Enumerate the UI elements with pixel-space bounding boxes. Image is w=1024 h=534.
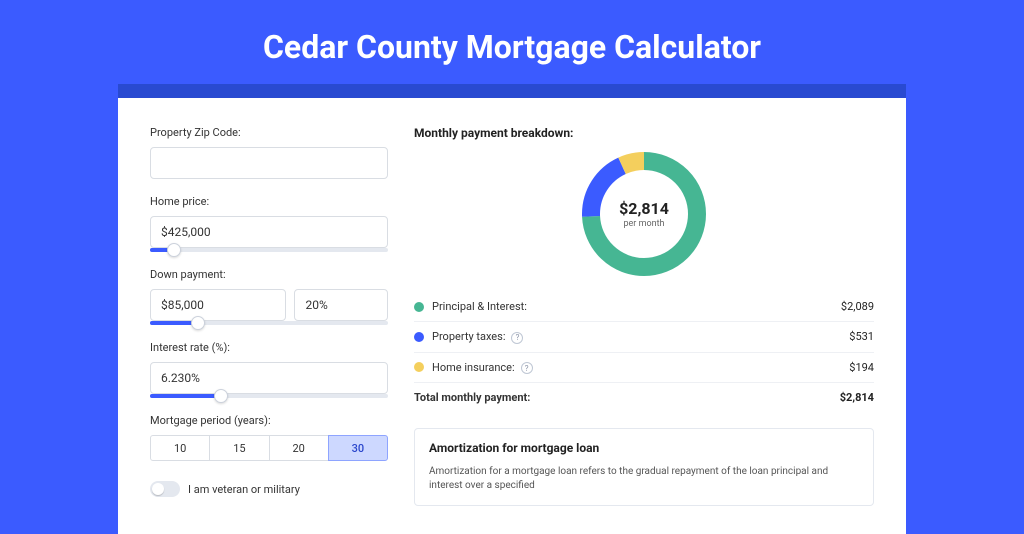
- legend-label: Property taxes:?: [432, 330, 849, 344]
- toggle-knob: [152, 483, 164, 495]
- price-field-group: Home price:: [150, 195, 388, 252]
- legend-value: $194: [849, 361, 874, 374]
- legend-value: $531: [849, 330, 874, 343]
- down-percent-input[interactable]: [294, 289, 388, 321]
- donut-chart: $2,814 per month: [582, 152, 706, 276]
- period-btn-15[interactable]: 15: [209, 435, 269, 461]
- breakdown-title: Monthly payment breakdown:: [414, 126, 874, 140]
- info-icon[interactable]: ?: [511, 332, 523, 344]
- price-slider-thumb[interactable]: [167, 243, 181, 257]
- rate-field-group: Interest rate (%):: [150, 341, 388, 398]
- period-buttons: 10152030: [150, 435, 388, 461]
- legend-dot-icon: [414, 362, 424, 372]
- price-label: Home price:: [150, 195, 388, 208]
- rate-label: Interest rate (%):: [150, 341, 388, 354]
- legend-dot-icon: [414, 302, 424, 312]
- zip-field-group: Property Zip Code:: [150, 126, 388, 179]
- veteran-toggle[interactable]: [150, 481, 180, 497]
- page-title: Cedar County Mortgage Calculator: [0, 0, 1024, 84]
- legend-label: Principal & Interest:: [432, 300, 841, 313]
- legend-value: $2,089: [841, 300, 874, 313]
- period-btn-10[interactable]: 10: [150, 435, 210, 461]
- inputs-panel: Property Zip Code: Home price: Down paym…: [150, 126, 388, 506]
- amortization-section: Amortization for mortgage loan Amortizat…: [414, 428, 874, 506]
- amortization-title: Amortization for mortgage loan: [429, 441, 859, 455]
- legend-list: Principal & Interest:$2,089Property taxe…: [414, 292, 874, 412]
- zip-input[interactable]: [150, 147, 388, 179]
- amortization-text: Amortization for a mortgage loan refers …: [429, 465, 859, 493]
- down-label: Down payment:: [150, 268, 388, 281]
- period-btn-20[interactable]: 20: [269, 435, 329, 461]
- legend-dot-icon: [414, 332, 424, 342]
- down-field-group: Down payment:: [150, 268, 388, 325]
- donut-center-value: $2,814: [619, 199, 669, 218]
- legend-total-value: $2,814: [840, 391, 874, 404]
- info-icon[interactable]: ?: [521, 362, 533, 374]
- donut-chart-wrap: $2,814 per month: [414, 152, 874, 276]
- veteran-label: I am veteran or military: [188, 483, 300, 496]
- price-input[interactable]: [150, 216, 388, 248]
- period-field-group: Mortgage period (years): 10152030: [150, 414, 388, 461]
- down-amount-input[interactable]: [150, 289, 286, 321]
- price-slider[interactable]: [150, 248, 388, 252]
- donut-center: $2,814 per month: [582, 152, 706, 276]
- down-slider-thumb[interactable]: [191, 316, 205, 330]
- legend-total-label: Total monthly payment:: [414, 391, 840, 404]
- period-label: Mortgage period (years):: [150, 414, 388, 427]
- legend-item-pi: Principal & Interest:$2,089: [414, 292, 874, 321]
- veteran-row: I am veteran or military: [150, 481, 388, 497]
- rate-slider-thumb[interactable]: [214, 389, 228, 403]
- legend-item-tax: Property taxes:?$531: [414, 321, 874, 352]
- donut-center-sub: per month: [623, 219, 664, 229]
- rate-input[interactable]: [150, 362, 388, 394]
- calculator-card: Property Zip Code: Home price: Down paym…: [118, 98, 906, 534]
- legend-total: Total monthly payment:$2,814: [414, 382, 874, 412]
- card-outer: Property Zip Code: Home price: Down paym…: [118, 84, 906, 534]
- zip-label: Property Zip Code:: [150, 126, 388, 139]
- down-slider[interactable]: [150, 321, 388, 325]
- legend-label: Home insurance:?: [432, 361, 849, 375]
- period-btn-30[interactable]: 30: [328, 435, 388, 461]
- legend-item-ins: Home insurance:?$194: [414, 352, 874, 383]
- breakdown-panel: Monthly payment breakdown: $2,814 per mo…: [414, 126, 874, 506]
- rate-slider[interactable]: [150, 394, 388, 398]
